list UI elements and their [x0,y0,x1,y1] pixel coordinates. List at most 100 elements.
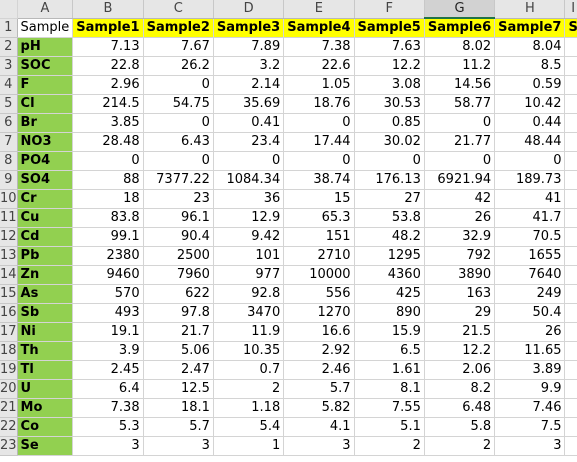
row-header[interactable]: 22 [0,417,18,437]
cell-value[interactable]: 48.2 [354,227,425,247]
cell-value[interactable]: 12.2 [354,56,425,76]
cell-value[interactable]: 5.06 [143,341,214,361]
cell-value[interactable]: 21.5 [424,322,496,342]
row-header[interactable]: 17 [0,322,18,342]
cell-value[interactable]: 12.5 [143,379,214,399]
cell-value[interactable]: 792 [424,246,496,266]
cell-value[interactable] [564,151,577,171]
cell-value[interactable]: 2.47 [143,360,214,380]
cell-value[interactable] [564,227,577,247]
cell-value[interactable] [564,417,577,437]
cell-value[interactable]: 54.75 [143,94,214,114]
cell-value[interactable]: 189.73 [494,170,566,190]
cell-value[interactable]: 1270 [283,303,355,323]
cell-value[interactable]: 9460 [72,265,144,285]
cell-label[interactable]: PO4 [17,151,74,171]
cell-value[interactable]: 151 [283,227,355,247]
cell-value[interactable]: 5.3 [72,417,144,437]
cell-value[interactable]: 7960 [143,265,214,285]
cell-value[interactable]: 90.4 [143,227,214,247]
cell-value[interactable]: 53.8 [354,208,425,228]
cell-label[interactable]: Br [17,113,74,133]
cell-value[interactable]: 3.9 [72,341,144,361]
cell-value[interactable]: 570 [72,284,144,304]
cell-header[interactable]: Sample5 [354,18,425,38]
cell-value[interactable]: 5.7 [283,379,355,399]
cell-value[interactable]: 3 [72,436,144,456]
cell-value[interactable]: 3 [494,436,566,456]
cell-value[interactable]: 890 [354,303,425,323]
cell-value[interactable]: 92.8 [213,284,285,304]
row-header[interactable]: 2 [0,37,18,57]
cell-value[interactable]: 65.3 [283,208,355,228]
cell-value[interactable]: 10.35 [213,341,285,361]
row-header[interactable]: 6 [0,113,18,133]
cell-value[interactable]: 2500 [143,246,214,266]
cell-value[interactable]: 3.2 [213,56,285,76]
cell-value[interactable]: 58.77 [424,94,496,114]
cell-value[interactable]: 1295 [354,246,425,266]
cell-value[interactable]: 7.67 [143,37,214,57]
cell-label[interactable]: Tl [17,360,74,380]
cell-value[interactable]: 0 [143,113,214,133]
cell-value[interactable]: 7.13 [72,37,144,57]
cell-value[interactable]: 6.4 [72,379,144,399]
cell-label[interactable]: U [17,379,74,399]
cell-value[interactable]: 0 [283,113,355,133]
cell-value[interactable] [564,94,577,114]
cell-value[interactable]: 1084.34 [213,170,285,190]
cell-value[interactable]: 3 [143,436,214,456]
cell-value[interactable] [564,56,577,76]
cell-value[interactable] [564,303,577,323]
cell-value[interactable]: 96.1 [143,208,214,228]
cell-value[interactable]: 10.42 [494,94,566,114]
cell-value[interactable]: 0 [424,113,496,133]
cell-label[interactable]: Cu [17,208,74,228]
cell-label[interactable]: pH [17,37,74,57]
cell-value[interactable] [564,360,577,380]
cell-value[interactable]: 214.5 [72,94,144,114]
column-header-a[interactable]: A [17,0,74,19]
cell-label[interactable]: SO4 [17,170,74,190]
column-header-i[interactable]: I [564,0,577,19]
row-header[interactable]: 19 [0,360,18,380]
cell-value[interactable]: 12.9 [213,208,285,228]
cell-value[interactable]: 493 [72,303,144,323]
cell-value[interactable]: 8.02 [424,37,496,57]
cell-value[interactable] [564,246,577,266]
cell-value[interactable]: 6.5 [354,341,425,361]
cell-value[interactable]: 6921.94 [424,170,496,190]
cell-value[interactable]: 22.6 [283,56,355,76]
cell-header[interactable]: S [564,18,577,38]
cell-value[interactable]: 7640 [494,265,566,285]
cell-value[interactable]: 0 [354,151,425,171]
cell-value[interactable]: 19.1 [72,322,144,342]
cell-value[interactable] [564,265,577,285]
cell-value[interactable]: 7.38 [72,398,144,418]
cell-value[interactable]: 7.46 [494,398,566,418]
cell-value[interactable]: 101 [213,246,285,266]
column-header-f[interactable]: F [354,0,425,19]
cell-value[interactable]: 249 [494,284,566,304]
row-header[interactable]: 8 [0,151,18,171]
cell-value[interactable]: 0 [143,151,214,171]
cell-value[interactable]: 11.9 [213,322,285,342]
cell-value[interactable]: 8.1 [354,379,425,399]
cell-value[interactable]: 0.7 [213,360,285,380]
row-header[interactable]: 14 [0,265,18,285]
cell-value[interactable]: 4360 [354,265,425,285]
cell-header[interactable]: Sample2 [143,18,214,38]
cell-value[interactable]: 35.69 [213,94,285,114]
cell-value[interactable]: 4.1 [283,417,355,437]
cell-value[interactable]: 5.8 [424,417,496,437]
cell-header[interactable]: Sample3 [213,18,285,38]
cell-value[interactable]: 14.56 [424,75,496,95]
cell-value[interactable]: 0 [494,151,566,171]
cell-value[interactable]: 97.8 [143,303,214,323]
cell-value[interactable]: 0 [424,151,496,171]
cell-value[interactable] [564,322,577,342]
cell-value[interactable]: 26 [494,322,566,342]
row-header[interactable]: 7 [0,132,18,152]
cell-label[interactable]: F [17,75,74,95]
cell-label[interactable]: Co [17,417,74,437]
